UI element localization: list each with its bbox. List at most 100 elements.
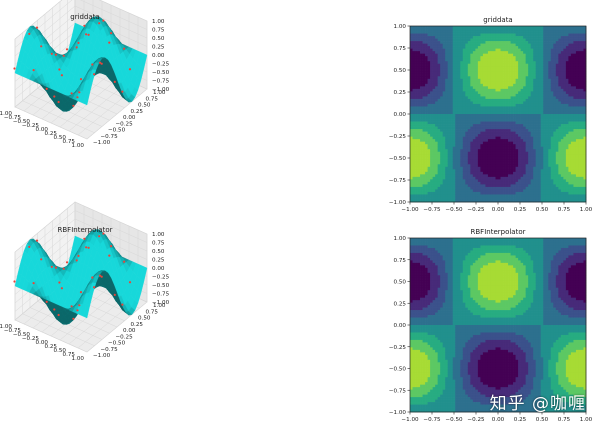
contour-cell <box>535 131 539 135</box>
contour-cell <box>553 189 557 193</box>
contour-cell <box>467 141 471 145</box>
contour-cell <box>513 78 516 82</box>
contour-cell <box>425 78 428 82</box>
contour-cell <box>515 156 519 160</box>
surface-facet <box>83 90 91 106</box>
contour-cell <box>495 141 499 145</box>
contour-cell <box>492 33 496 37</box>
contour-cell <box>568 26 572 29</box>
contour-cell <box>555 134 559 137</box>
contour-cell <box>508 154 511 158</box>
contour-cell <box>452 71 456 75</box>
contour-cell <box>422 33 426 37</box>
contour-cell <box>543 91 547 95</box>
contour-cell <box>520 108 524 112</box>
contour-cell <box>412 166 416 170</box>
sample-point <box>100 62 103 65</box>
contour-cell <box>490 151 494 155</box>
contour-cell <box>415 28 418 32</box>
contour-cell <box>455 186 459 190</box>
contour-cell <box>445 129 449 132</box>
contour-cell <box>455 199 459 203</box>
contour-cell <box>470 166 474 170</box>
contour-cell <box>475 144 479 148</box>
contour-cell <box>550 131 554 135</box>
contour-cell <box>503 73 506 77</box>
contour-cell <box>520 146 524 150</box>
contour-cell <box>417 161 421 165</box>
contour-cell <box>442 156 446 160</box>
contour-cell <box>455 33 459 37</box>
contour-cell <box>543 73 547 77</box>
grid-line <box>99 0 148 22</box>
contour-cell <box>503 119 506 122</box>
contour-cell <box>523 114 526 117</box>
contour-cell <box>565 181 569 185</box>
contour-cell <box>435 139 438 142</box>
contour-cell <box>500 181 504 185</box>
contour-cell <box>477 139 481 142</box>
contour-cell <box>440 186 444 190</box>
contour-cell <box>435 154 438 158</box>
contour-cell <box>548 111 552 115</box>
contour-cell <box>540 191 544 195</box>
contour-cell <box>558 199 562 203</box>
contour-cell <box>568 131 572 135</box>
contour-cell <box>498 181 501 185</box>
contour-cell <box>420 83 423 87</box>
contour-cell <box>477 66 481 70</box>
contour-cell <box>490 161 494 165</box>
contour-cell <box>430 116 433 120</box>
contour-cell <box>553 119 557 122</box>
contour-cell <box>420 108 423 112</box>
contour-cell <box>467 88 471 92</box>
contour-cell <box>510 88 514 92</box>
contour-cell <box>445 141 449 145</box>
contour-cell <box>525 41 529 44</box>
contour-cell <box>430 141 433 145</box>
contour-cell <box>432 194 436 198</box>
contour-cell <box>515 116 519 120</box>
contour-cell <box>498 56 501 60</box>
contour-cell <box>422 56 426 60</box>
contour-cell <box>525 141 529 145</box>
contour-cell <box>417 179 421 183</box>
contour-cell <box>420 179 423 183</box>
contour-cell <box>480 119 484 122</box>
contour-cell <box>432 28 436 32</box>
contour-cell <box>445 179 449 183</box>
contour-cell <box>535 181 539 185</box>
contour-cell <box>548 26 552 29</box>
contour-cell <box>445 88 449 92</box>
contour-cell <box>523 181 526 185</box>
contour-cell <box>487 199 491 203</box>
contour-cell <box>465 126 469 130</box>
contour-cell <box>482 48 486 52</box>
contour-cell <box>452 156 456 160</box>
contour-cell <box>462 169 466 173</box>
contour-cell <box>487 126 491 130</box>
contour-cell <box>503 149 506 153</box>
contour-cell <box>553 51 557 54</box>
contour-cell <box>553 36 557 39</box>
contour-cell <box>465 174 469 178</box>
contour-cell <box>500 144 504 148</box>
contour-cell <box>477 136 481 140</box>
contour-cell <box>470 124 474 127</box>
contour-cell <box>465 31 469 34</box>
contour-cell <box>518 154 521 158</box>
contour-cell <box>482 33 486 37</box>
contour-cell <box>470 81 474 85</box>
contour-cell <box>503 66 506 70</box>
contour-cell <box>420 199 423 203</box>
contour-cell <box>445 174 449 178</box>
contour-cell <box>415 161 418 165</box>
sample-point <box>98 61 102 64</box>
contour-cell <box>417 41 421 44</box>
contour-cell <box>500 31 504 34</box>
contour-cell <box>467 191 471 195</box>
contour-cell <box>492 144 496 148</box>
contour-cell <box>515 83 519 87</box>
contour-cell <box>535 189 539 193</box>
contour-cell <box>503 48 506 52</box>
